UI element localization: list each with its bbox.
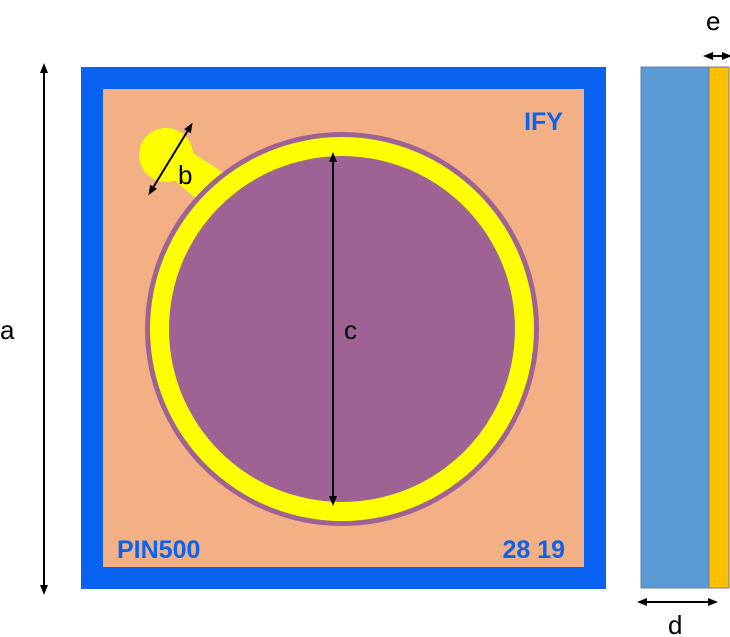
dimension-d-label: d [668,610,682,637]
side-body [640,66,710,589]
dimension-a: a [0,63,48,595]
active-area [169,156,515,502]
chip-front-view: IFY PIN500 28 19 [81,67,606,589]
dimension-e-label: e [706,6,720,36]
chip-label-bottom-right: 28 19 [502,536,565,564]
dimension-e: e [703,6,730,60]
chip-label-bottom-left: PIN500 [117,536,200,564]
chip-label-top-right: IFY [524,108,563,136]
dimension-b-arrow [148,122,193,196]
dimension-b: b [148,122,193,196]
dimension-a-label: a [0,315,15,345]
dimension-b-label: b [178,160,192,190]
chip-side-view [640,66,730,589]
dimension-c: c [329,152,357,506]
dimension-c-label: c [344,315,357,345]
dimension-d: d [637,598,718,637]
side-layer [708,66,730,589]
